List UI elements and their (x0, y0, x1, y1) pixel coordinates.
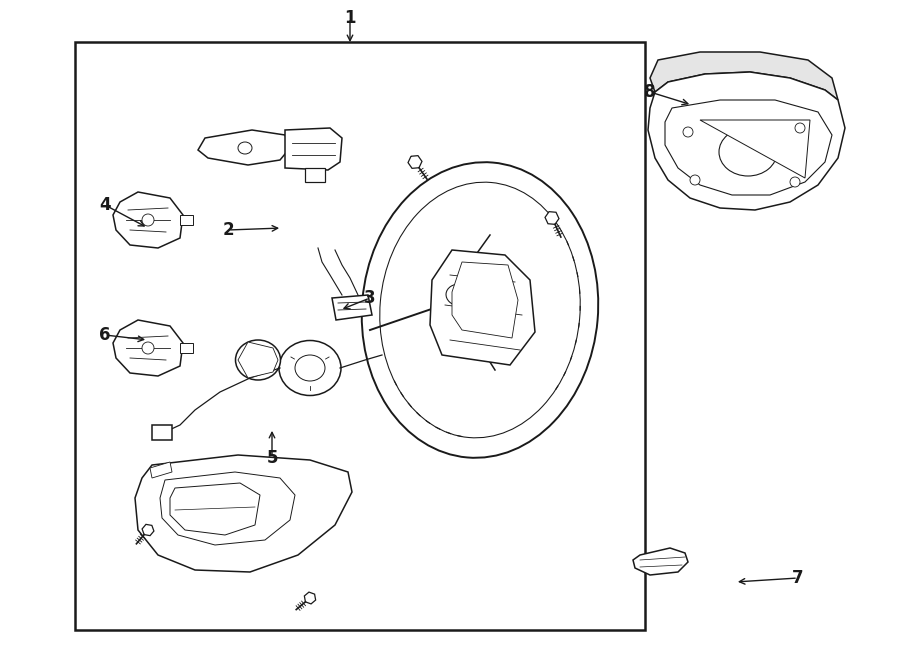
Ellipse shape (238, 142, 252, 154)
Ellipse shape (142, 342, 154, 354)
Polygon shape (285, 128, 342, 170)
Polygon shape (142, 524, 154, 535)
Polygon shape (150, 462, 172, 478)
Ellipse shape (295, 355, 325, 381)
Ellipse shape (142, 214, 154, 226)
Polygon shape (238, 342, 278, 378)
Polygon shape (152, 425, 172, 440)
Polygon shape (633, 548, 688, 575)
Polygon shape (180, 343, 193, 353)
Polygon shape (665, 100, 832, 195)
Polygon shape (430, 250, 535, 365)
Ellipse shape (446, 284, 474, 306)
Text: 5: 5 (266, 449, 278, 467)
Polygon shape (700, 120, 810, 178)
Polygon shape (648, 72, 845, 210)
Polygon shape (170, 483, 260, 535)
Polygon shape (545, 212, 559, 224)
Ellipse shape (690, 175, 700, 185)
Text: 2: 2 (222, 221, 234, 239)
Ellipse shape (795, 123, 805, 133)
Polygon shape (198, 130, 290, 165)
Ellipse shape (683, 127, 693, 137)
Text: 8: 8 (644, 83, 656, 101)
Polygon shape (452, 262, 518, 338)
Ellipse shape (790, 177, 800, 187)
Ellipse shape (362, 162, 598, 458)
Polygon shape (180, 215, 193, 225)
Text: 3: 3 (364, 289, 376, 307)
Polygon shape (408, 155, 422, 169)
Ellipse shape (434, 274, 486, 316)
Polygon shape (650, 52, 838, 100)
Text: 4: 4 (99, 196, 111, 214)
Text: 1: 1 (344, 9, 356, 27)
Polygon shape (113, 192, 183, 248)
Polygon shape (113, 320, 183, 376)
Ellipse shape (279, 340, 341, 395)
Polygon shape (305, 168, 325, 182)
Polygon shape (304, 592, 316, 604)
Polygon shape (135, 455, 352, 572)
Polygon shape (332, 295, 372, 320)
Polygon shape (160, 472, 295, 545)
Text: 6: 6 (99, 326, 111, 344)
Text: 7: 7 (792, 569, 804, 587)
Ellipse shape (719, 128, 777, 176)
Ellipse shape (380, 182, 580, 438)
Ellipse shape (236, 340, 281, 380)
Bar (75, 42, 645, 630)
